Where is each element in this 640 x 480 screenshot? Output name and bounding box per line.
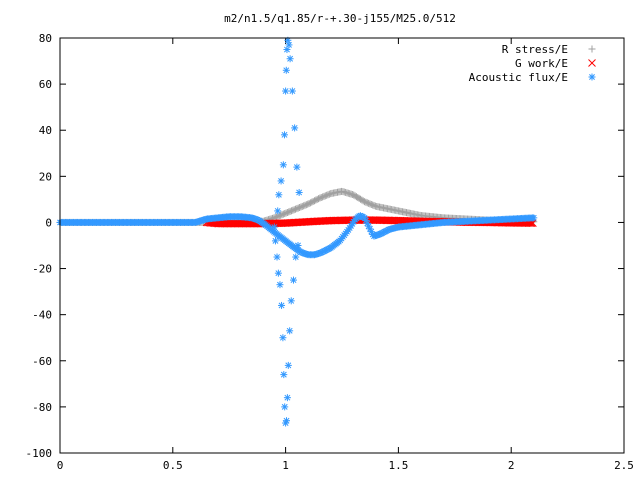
data-point xyxy=(292,253,300,261)
data-point xyxy=(285,41,293,49)
y-tick-label: 0 xyxy=(45,216,52,229)
data-point xyxy=(530,214,538,222)
data-point xyxy=(274,207,282,215)
chart-title: m2/n1.5/q1.85/r-+.30-j155/M25.0/512 xyxy=(224,12,456,25)
y-tick-label: -40 xyxy=(32,309,52,322)
data-point xyxy=(280,371,288,379)
x-tick-label: 1 xyxy=(282,459,289,472)
x-tick-label: 1.5 xyxy=(388,459,408,472)
y-tick-label: -60 xyxy=(32,355,52,368)
data-point xyxy=(281,403,289,411)
y-tick-label: -100 xyxy=(26,447,53,460)
data-point xyxy=(279,161,287,169)
data-point xyxy=(274,269,282,277)
data-point xyxy=(289,276,297,284)
data-point xyxy=(278,301,286,309)
x-tick-label: 0.5 xyxy=(163,459,183,472)
data-point xyxy=(293,163,301,171)
data-point xyxy=(287,297,295,305)
legend-marker xyxy=(588,59,596,67)
data-point xyxy=(275,191,283,199)
data-point xyxy=(282,87,290,95)
data-point xyxy=(284,361,292,369)
legend-label: Acoustic flux/E xyxy=(469,71,568,84)
data-point xyxy=(273,253,281,261)
data-point xyxy=(295,188,303,196)
series-2 xyxy=(56,36,538,427)
x-tick-label: 2.5 xyxy=(614,459,634,472)
data-point xyxy=(283,417,291,425)
y-tick-label: -80 xyxy=(32,401,52,414)
y-tick-label: 20 xyxy=(39,170,52,183)
legend-marker xyxy=(588,45,596,53)
data-point xyxy=(279,334,287,342)
data-point xyxy=(277,177,285,185)
legend-label: R stress/E xyxy=(502,43,568,56)
data-point xyxy=(282,66,290,74)
plot-frame xyxy=(59,37,625,454)
data-point xyxy=(276,281,284,289)
data-point xyxy=(294,242,302,249)
data-point xyxy=(283,394,291,402)
data-point xyxy=(280,131,288,139)
legend-label: G work/E xyxy=(515,57,568,70)
data-point xyxy=(270,223,278,231)
data-point xyxy=(291,124,299,132)
y-tick-label: 40 xyxy=(39,124,52,137)
x-tick-label: 2 xyxy=(508,459,515,472)
data-point xyxy=(286,55,294,63)
data-layer xyxy=(56,36,538,427)
y-tick-label: 80 xyxy=(39,32,52,45)
data-point xyxy=(286,327,294,335)
x-tick-label: 0 xyxy=(57,459,64,472)
data-point xyxy=(271,237,279,245)
data-point xyxy=(288,87,296,95)
y-tick-label: 60 xyxy=(39,78,52,91)
y-tick-label: -20 xyxy=(32,263,52,276)
axis-ticks: 0 0.5 1 1.5 2 2.5 80 60 40 20 0 -20 -40 -60 -80 -100 xyxy=(26,32,634,472)
legend-marker xyxy=(588,73,596,81)
